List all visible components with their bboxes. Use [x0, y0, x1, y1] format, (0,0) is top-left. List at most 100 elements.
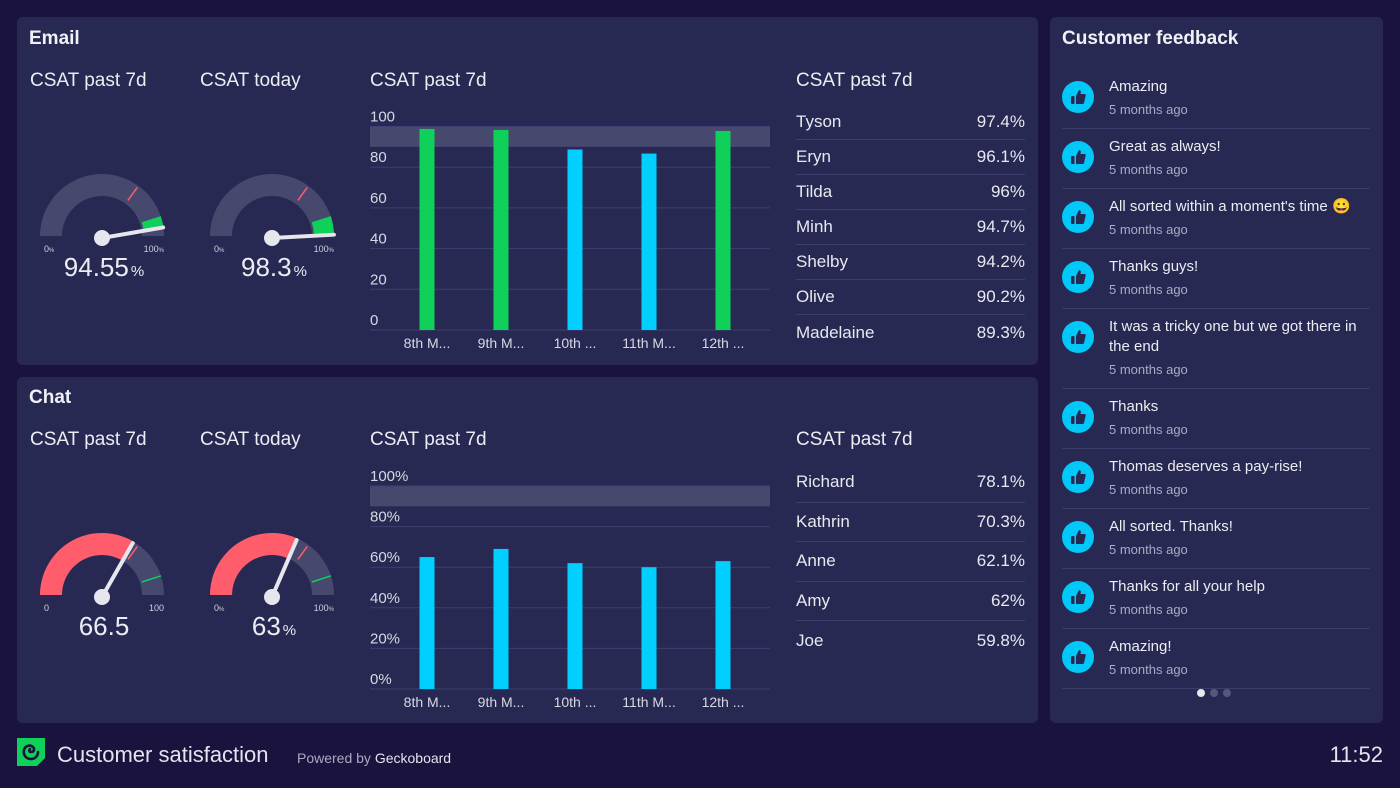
leaderboard-name: Richard — [796, 472, 855, 492]
chat-gauge-7d-title: CSAT past 7d — [30, 429, 147, 450]
email-chart-y-tick: 100 — [370, 109, 395, 126]
feedback-time: 5 months ago — [1109, 362, 1188, 377]
feedback-time: 5 months ago — [1109, 102, 1188, 117]
email-gauge-today-max-label: 100% — [314, 244, 335, 254]
email-chart-x-tick: 12th ... — [702, 335, 745, 351]
chat-chart-y-tick: 0% — [370, 671, 392, 688]
chat-chart-y-tick: 80% — [370, 509, 400, 526]
email-gauge-today-red-threshold — [297, 187, 308, 201]
leaderboard-row: Minh 94.7% — [796, 210, 1025, 245]
feedback-panel: Customer feedback Amazing 5 months ago G… — [1050, 17, 1383, 723]
feedback-time: 5 months ago — [1109, 542, 1188, 557]
chat-gauge-today-fill — [210, 533, 297, 595]
page-dot-1[interactable] — [1197, 689, 1205, 697]
leaderboard-value: 97.4% — [976, 112, 1025, 131]
chat-gauge-7d-needle-hub — [94, 589, 110, 605]
chat-gauge-7d-needle — [100, 541, 135, 599]
chat-chart-y-tick: 60% — [370, 549, 400, 566]
leaderboard-value: 96% — [990, 182, 1025, 201]
leaderboard-name: Kathrin — [796, 511, 850, 531]
email-gauge-today-title: CSAT today — [200, 70, 301, 91]
email-gauge-today-needle — [270, 232, 336, 240]
email-gauge-7d-title: CSAT past 7d — [30, 70, 147, 91]
email-gauge-today-max-unit: % — [329, 248, 335, 254]
chat-chart-bar — [715, 561, 731, 689]
email-chart-y-tick: 80 — [370, 149, 387, 166]
email-chart-x-tick: 11th M... — [622, 335, 675, 351]
email-chart-bar — [715, 130, 731, 330]
feedback-time: 5 months ago — [1109, 162, 1188, 177]
page-dot-2[interactable] — [1210, 689, 1218, 697]
chat-gauge-7d-max-value: 100 — [149, 603, 164, 613]
leaderboard-name: Shelby — [796, 252, 848, 271]
chat-gauge-7d-green-threshold — [141, 575, 162, 583]
chat-gauge-7d-value-number: 66.5 — [79, 611, 130, 641]
chat-chart-title: CSAT past 7d — [370, 429, 487, 450]
leaderboard-row: Tyson 97.4% — [796, 105, 1025, 140]
feedback-item: Thanks for all your help 5 months ago — [1062, 569, 1370, 629]
email-chart-y-tick: 60 — [370, 190, 387, 207]
chat-gauge-7d-red-threshold — [127, 546, 138, 560]
leaderboard-row: Eryn 96.1% — [796, 140, 1025, 175]
chat-gauge-7d-min-label: 0 — [44, 603, 49, 613]
chat-gauge-today-needle-hub — [264, 589, 280, 605]
leaderboard-row: Kathrin 70.3% — [796, 503, 1025, 542]
email-chart-x-tick: 10th ... — [554, 335, 597, 351]
chat-chart-bar — [641, 567, 657, 689]
feedback-time: 5 months ago — [1109, 282, 1188, 297]
leaderboard-row: Joe 59.8% — [796, 621, 1025, 661]
email-chart-x-tick: 8th M... — [404, 335, 451, 351]
email-leaderboard-title: CSAT past 7d — [796, 70, 913, 91]
leaderboard-name: Olive — [796, 287, 835, 306]
email-gauge-today-min-label: 0% — [214, 244, 225, 254]
chat-panel: Chat CSAT past 7d CSAT today CSAT past 7… — [17, 377, 1038, 723]
chat-chart-y-tick: 20% — [370, 630, 400, 647]
feedback-text: Thomas deserves a pay-rise! — [1109, 458, 1303, 475]
feedback-list[interactable]: Amazing 5 months ago Great as always! 5 … — [1062, 69, 1370, 689]
leaderboard-name: Madelaine — [796, 322, 875, 342]
feedback-time: 5 months ago — [1109, 482, 1188, 497]
email-gauge-7d-min-unit: % — [49, 248, 55, 254]
chat-chart-x-tick: 11th M... — [622, 694, 675, 710]
feedback-text: All sorted within a moment's time 😀 — [1109, 198, 1351, 215]
leaderboard-value: 62.1% — [976, 551, 1025, 571]
email-gauge-7d-max-value: 100 — [144, 244, 159, 254]
feedback-text: Thanks for all your help — [1109, 578, 1265, 595]
chat-gauge-7d-fill — [40, 532, 133, 596]
email-chart-y-tick: 40 — [370, 231, 387, 248]
chat-gauge-today-min-value: 0 — [214, 603, 219, 613]
leaderboard-row: Tilda 96% — [796, 175, 1025, 210]
email-gauge-7d-max-unit: % — [159, 248, 165, 254]
leaderboard-name: Anne — [796, 551, 836, 571]
thumbs-up-icon — [1062, 261, 1094, 293]
leaderboard-row: Olive 90.2% — [796, 280, 1025, 315]
email-chart-title: CSAT past 7d — [370, 70, 487, 91]
chat-chart-target-band — [370, 486, 770, 507]
feedback-item: Thanks guys! 5 months ago — [1062, 249, 1370, 309]
feedback-item: All sorted within a moment's time 😀 5 mo… — [1062, 189, 1370, 249]
email-title: Email — [29, 28, 80, 49]
thumbs-up-icon — [1062, 81, 1094, 113]
feedback-item: Great as always! 5 months ago — [1062, 129, 1370, 189]
email-gauge-today-min-value: 0 — [214, 244, 219, 254]
leaderboard-row: Madelaine 89.3% — [796, 315, 1025, 350]
email-chart-bar — [419, 128, 435, 330]
powered-by: Powered by Geckoboard — [297, 750, 451, 766]
email-leaderboard: Tyson 97.4% Eryn 96.1% Tilda 96% Minh 94.7% Shel… — [796, 105, 1025, 350]
email-gauge-today-min-unit: % — [219, 248, 225, 254]
leaderboard-value: 59.8% — [976, 630, 1025, 650]
feedback-item: Amazing! 5 months ago — [1062, 629, 1370, 689]
feedback-text: Great as always! — [1109, 138, 1221, 155]
leaderboard-value: 70.3% — [976, 511, 1025, 531]
email-gauge-7d-min-label: 0% — [44, 244, 55, 254]
email-gauge-7d-value-number: 94.55 — [64, 252, 129, 282]
feedback-text: Thanks — [1109, 398, 1159, 415]
email-chart-x-tick: 9th M... — [478, 335, 525, 351]
chat-gauge-today-min-label: 0% — [214, 603, 225, 613]
email-gauge-today-fill — [311, 216, 334, 234]
thumbs-up-icon — [1062, 321, 1094, 353]
feedback-time: 5 months ago — [1109, 422, 1188, 437]
page-dot-3[interactable] — [1223, 689, 1231, 697]
feedback-item: All sorted. Thanks! 5 months ago — [1062, 509, 1370, 569]
chat-chart-bar — [419, 557, 435, 689]
